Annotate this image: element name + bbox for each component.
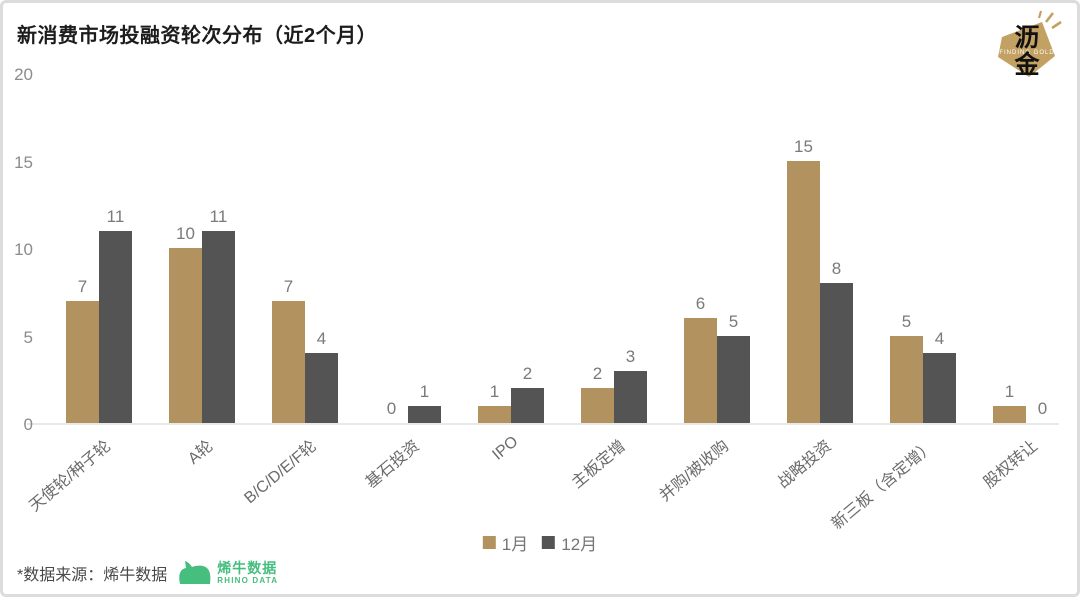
bar-value-label: 11 (209, 206, 228, 226)
bar-12月 (717, 335, 750, 423)
bar-value-label: 8 (831, 259, 842, 278)
y-tick-label: 5 (23, 327, 33, 347)
bar-1月 (684, 318, 717, 423)
x-axis-label-text: 股权转让 (980, 437, 1041, 492)
bar-value-label: 4 (316, 329, 327, 348)
x-axis-label-text: 天使轮/种子轮 (25, 437, 114, 516)
bar-value-label: 11 (106, 206, 125, 226)
lijin-char-bottom: 金 (1013, 50, 1040, 79)
bar-12月 (305, 353, 338, 423)
y-tick-label: 10 (14, 240, 33, 259)
bar-value-label: 7 (283, 276, 294, 296)
y-tick-label: 20 (14, 65, 33, 84)
bar-1月 (890, 335, 923, 423)
bar-value-label: 5 (901, 311, 912, 331)
plot-area: 0 5 10 15 20 7 11 10 11 7 4 0 1 1 2 2 3 6 5 15 8 5 4 1 0 (14, 65, 1059, 434)
x-axis-label-text: B/C/D/E/F轮 (241, 437, 320, 508)
bar-value-label: 10 (176, 224, 195, 243)
bar-1月 (66, 300, 99, 423)
legend-item: 12月 (542, 530, 597, 555)
bar-value-label: 4 (934, 329, 945, 348)
legend-item: 1月 (482, 530, 529, 555)
rhino-logo-icon (179, 561, 211, 584)
footer: *数据来源：烯牛数据 烯牛数据 RHINO DATA (17, 559, 278, 586)
data-source-note: *数据来源：烯牛数据 (17, 566, 168, 584)
chart-title: 新消费市场投融资轮次分布（近2个月） (17, 25, 378, 47)
bar-value-label: 1 (489, 381, 500, 401)
bar-12月 (408, 405, 441, 423)
bar-1月 (169, 248, 202, 423)
bar-value-label: 2 (592, 364, 603, 383)
bar-value-label: 1 (419, 381, 430, 401)
bar-value-label: 0 (1037, 399, 1048, 418)
bar-1月 (272, 300, 305, 423)
legend: 1月 12月 (482, 530, 597, 555)
lijin-logo-shape (998, 22, 1055, 77)
x-axis-label-text: 战略投资 (774, 437, 835, 492)
legend-label: 1月 (501, 535, 529, 554)
x-axis-label-text: A轮 (185, 437, 217, 468)
sparkle-icon (1051, 20, 1062, 30)
bar-group: 7 11 (66, 73, 132, 423)
bar-1月 (993, 405, 1026, 423)
rhino-logo-subname: RHINO DATA (217, 575, 279, 585)
x-axis-label-text: 新三板（含定增） (828, 437, 938, 533)
x-axis-labels: 天使轮/种子轮 A轮 B/C/D/E/F轮 基石投资 IPO 主板定增 并购/被收购 战略投资… (26, 433, 1059, 543)
lijin-subtext: FINDING GOLD (999, 50, 1054, 56)
bar-value-label: 7 (77, 276, 88, 296)
bar-value-label: 15 (794, 136, 813, 156)
x-axis-label-text: IPO (489, 433, 522, 464)
legend-swatch-icon (482, 536, 496, 549)
bar-value-label: 5 (728, 311, 739, 331)
bar-value-label: 6 (695, 294, 706, 313)
bar-group: 10 11 (169, 73, 235, 423)
x-axis-label-text: 并购/被收购 (656, 437, 732, 505)
legend-label: 12月 (561, 535, 598, 554)
bar-value-label: 3 (625, 346, 636, 366)
x-axis-label-text: 主板定增 (568, 437, 629, 492)
y-tick-label: 15 (14, 152, 33, 172)
bar-value-label: 1 (1004, 381, 1015, 401)
rhino-logo-name: 烯牛数据 (217, 559, 278, 576)
bar-1月 (787, 160, 820, 423)
x-axis-label-text: 基石投资 (362, 437, 423, 492)
lijin-logo-icon: 沥 FINDING GOLD 金 (998, 10, 1062, 79)
bar-12月 (923, 353, 956, 423)
bar-value-label: 0 (386, 399, 397, 418)
lijin-char-top: 沥 (1014, 24, 1039, 52)
bar-12月 (202, 230, 235, 423)
sparkle-icon (1037, 10, 1043, 19)
bar-12月 (614, 370, 647, 423)
bar-12月 (99, 230, 132, 423)
bar-value-label: 2 (522, 364, 533, 383)
bar-group: 15 8 (787, 73, 853, 423)
bar-12月 (511, 388, 544, 423)
bar-1月 (581, 388, 614, 423)
bar-12月 (820, 283, 853, 423)
y-tick-label: 0 (23, 415, 33, 434)
rhino-data-logo: 烯牛数据 RHINO DATA (177, 559, 278, 586)
sparkle-icon (1044, 12, 1055, 23)
legend-swatch-icon (542, 536, 556, 549)
bar-1月 (478, 405, 511, 423)
